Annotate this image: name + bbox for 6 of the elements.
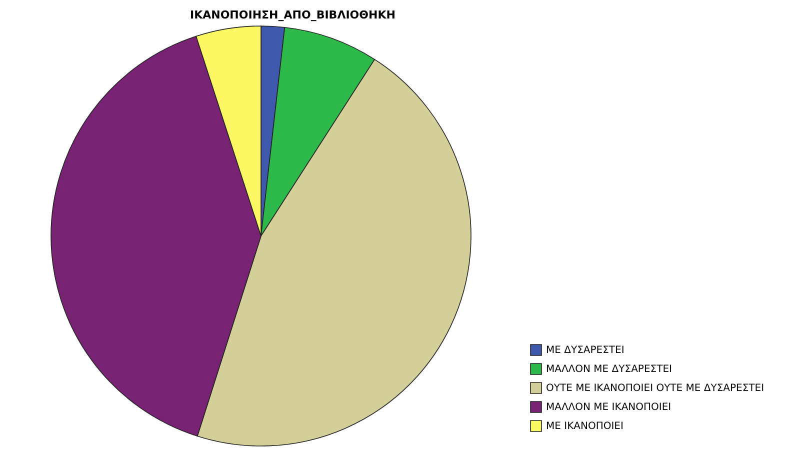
legend-label: ΟΥΤΕ ΜΕ ΙΚΑΝΟΠΟΙΕΙ ΟΥΤΕ ΜΕ ΔΥΣΑΡΕΣΤΕΙ [546, 383, 764, 394]
legend-label: ΜΑΛΛΟΝ ΜΕ ΙΚΑΝΟΠΟΙΕΙ [546, 402, 672, 413]
legend-label: ΜΕ ΙΚΑΝΟΠΟΙΕΙ [546, 421, 624, 432]
chart-title: ΙΚΑΝΟΠΟΙΗΣΗ_ΑΠΟ_ΒΙΒΛΙΟΘΗΚΗ [190, 8, 396, 22]
legend-label: ΜΑΛΛΟΝ ΜΕ ΔΥΣΑΡΕΣΤΕΙ [546, 364, 672, 375]
legend-label: ΜΕ ΔΥΣΑΡΕΣΤΕΙ [546, 345, 624, 356]
